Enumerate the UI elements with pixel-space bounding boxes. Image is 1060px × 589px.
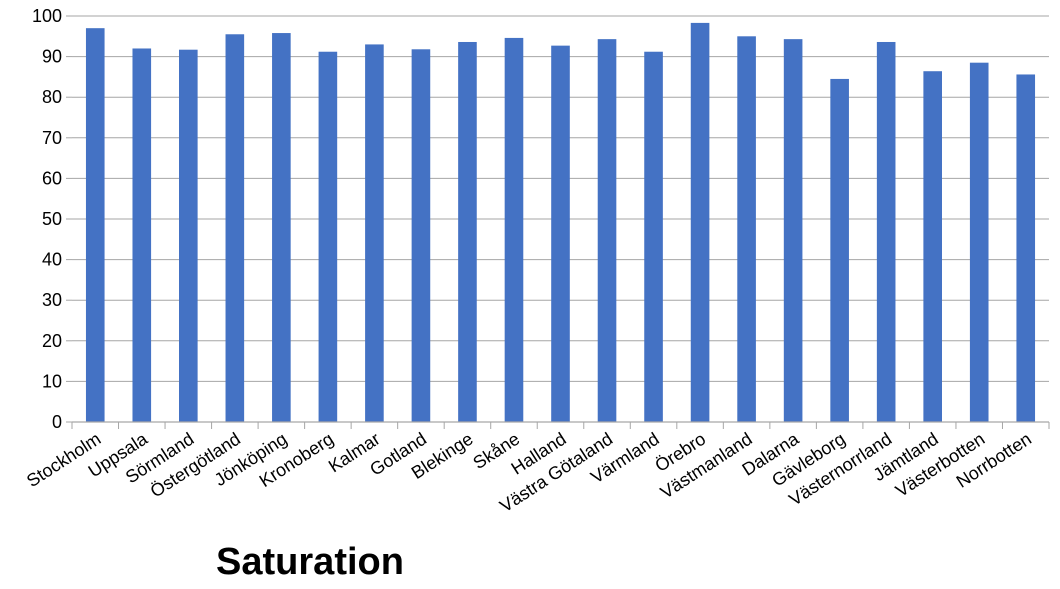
- y-tick-label: 10: [42, 371, 62, 391]
- bar: [690, 22, 710, 422]
- bar: [597, 39, 617, 422]
- y-tick-label: 30: [42, 290, 62, 310]
- bar: [272, 33, 291, 422]
- bar: [783, 39, 803, 422]
- bar: [644, 51, 663, 423]
- bar: [876, 41, 896, 422]
- bar: [458, 41, 477, 422]
- y-tick-label: 90: [42, 47, 62, 67]
- y-tick-label: 60: [42, 168, 62, 188]
- bar: [179, 49, 198, 422]
- bar: [1016, 74, 1036, 423]
- y-tick-label: 40: [42, 250, 62, 270]
- bar: [551, 45, 570, 422]
- y-tick-label: 100: [32, 6, 62, 26]
- y-tick-label: 70: [42, 128, 62, 148]
- bars: [85, 22, 1036, 423]
- bar: [225, 34, 245, 423]
- bar: [132, 48, 152, 422]
- y-tick-label: 50: [42, 209, 62, 229]
- bar: [411, 49, 431, 423]
- chart-title: Saturation: [216, 541, 404, 583]
- bar: [504, 37, 524, 422]
- y-tick-labels: 0 10 20 30 40 50 60 70 80 90 100: [32, 6, 62, 432]
- bar: [318, 51, 338, 423]
- bar: [737, 36, 756, 423]
- bar: [969, 62, 989, 422]
- y-tick-label: 0: [52, 412, 62, 432]
- bar: [365, 44, 384, 423]
- y-tick-label: 20: [42, 331, 62, 351]
- axes: [66, 15, 1050, 429]
- y-tick-label: 80: [42, 87, 62, 107]
- bar: [830, 78, 849, 423]
- x-tick-labels: StockholmUppsalaSörmlandÖstergötlandJönk…: [23, 428, 1035, 516]
- bar: [923, 71, 942, 422]
- bar: [85, 28, 105, 423]
